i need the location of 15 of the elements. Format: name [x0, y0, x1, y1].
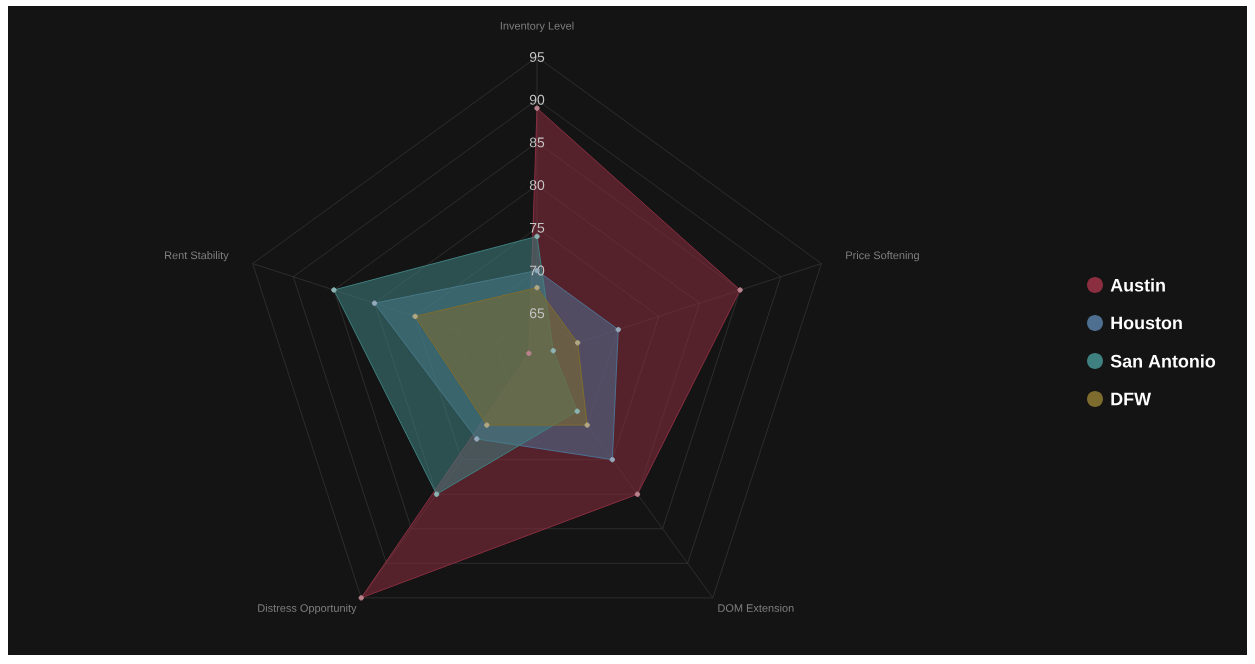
y-tick-label: 65 [529, 308, 545, 319]
legend-label: Houston [1111, 316, 1182, 330]
spoke-label: DOM Extension [718, 603, 794, 612]
y-tick-label: 85 [529, 137, 545, 148]
legend-label: Austin [1110, 278, 1165, 292]
legend-label: DFW [1111, 392, 1152, 406]
spoke-label: Distress Opportunity [258, 603, 357, 615]
y-tick-label: 95 [529, 52, 545, 62]
spoke-label: Inventory Level [500, 21, 574, 32]
spoke-label: Rent Stability [165, 251, 229, 262]
y-tick-label: 80 [529, 180, 545, 191]
y-tick-label: 75 [529, 222, 545, 233]
legend-label: San Antonio [1110, 354, 1216, 368]
spoke-label: Price Softening [846, 251, 919, 262]
y-tick-label: 90 [529, 94, 545, 105]
